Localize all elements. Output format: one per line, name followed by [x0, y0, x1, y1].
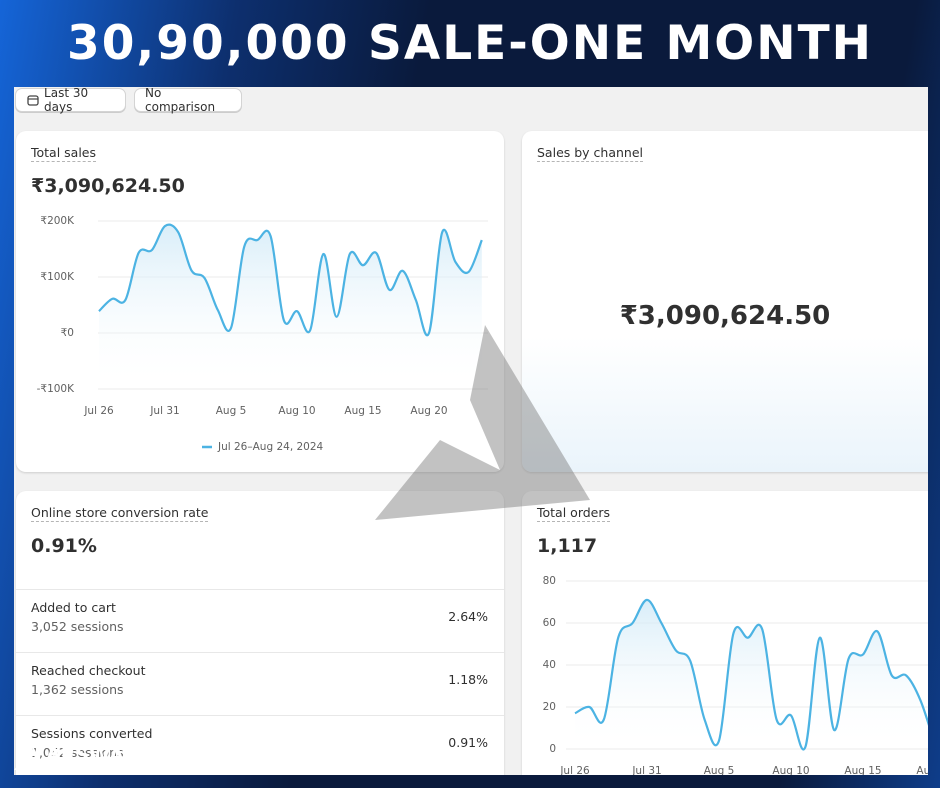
step-label: Reached checkout: [31, 663, 146, 678]
step-rate: 0.91%: [448, 735, 488, 750]
y-tick-label: ₹100K: [40, 271, 75, 283]
area: [99, 224, 482, 389]
conversion-row: Added to cart 3,052 sessions 2.64%: [16, 589, 504, 663]
channel-background: [522, 172, 928, 472]
x-tick-label: Aug 15: [344, 405, 381, 417]
step-rate: 1.18%: [448, 672, 488, 687]
x-tick-label: Jul 31: [631, 765, 661, 775]
orders-chart: 0 20 40 60 80 Jul 26 Jul 31 Aug 5 Aug 10 Aug 15 Au…: [543, 575, 928, 775]
card-value: 1,117: [537, 535, 598, 557]
filter-label: Last 30 days: [44, 87, 89, 114]
filter-label: No comparison: [145, 87, 216, 114]
card-title: Total orders: [537, 505, 611, 522]
step-label: Sessions converted: [31, 726, 153, 741]
step-rate: 2.64%: [448, 609, 488, 624]
brand-name: ARSWAT MEDIA: [46, 744, 212, 766]
x-tick-label: Aug 10: [772, 765, 809, 775]
step-sessions: 3,052 sessions: [31, 619, 124, 634]
card-value: ₹3,090,624.50: [31, 175, 185, 197]
step-sessions: 1,052 sessions: [31, 745, 124, 760]
x-tick-label: Aug 5: [704, 765, 735, 775]
x-tick-label: Jul 26: [83, 405, 114, 417]
card-title: Total sales: [31, 145, 97, 162]
date-filter[interactable]: Last 30 days: [15, 87, 126, 114]
x-tick-label: Aug 20: [916, 765, 928, 775]
conversion-card: Online store conversion rate 0.91% Added…: [16, 491, 504, 775]
dashboard: Last 30 days No comparison Total sales ₹…: [14, 87, 928, 775]
x-tick-label: Aug 10: [278, 405, 315, 417]
x-tick-label: Aug 20: [410, 405, 447, 417]
comparison-filter[interactable]: No comparison: [134, 87, 242, 114]
step-label: Added to cart: [31, 600, 116, 615]
legend-label: Jul 26–Aug 24, 2024: [217, 441, 324, 453]
y-tick-label: -₹100K: [37, 383, 76, 395]
y-tick-label: ₹200K: [40, 215, 75, 227]
calendar-icon: [27, 95, 39, 106]
x-tick-label: Jul 26: [559, 765, 590, 775]
x-tick-label: Aug 15: [844, 765, 881, 775]
x-tick-label: Jul 31: [149, 405, 179, 417]
conversion-row: Sessions converted 1,052 sessions 0.91%: [16, 715, 504, 775]
y-tick-label: 20: [543, 701, 556, 713]
sales-chart: -₹100K ₹0 ₹100K ₹200K Jul 26 Jul 31 Aug 5 Aug 1…: [37, 215, 488, 453]
card-title: Sales by channel: [537, 145, 644, 162]
card-title: Online store conversion rate: [31, 505, 209, 522]
total-sales-card: Total sales ₹3,090,624.50 -₹100K ₹0 ₹100K ₹…: [16, 131, 504, 472]
card-value: 0.91%: [31, 535, 97, 557]
x-tick-label: Aug 5: [216, 405, 247, 417]
y-tick-label: 40: [543, 659, 556, 671]
y-tick-label: ₹0: [61, 327, 74, 339]
sales-by-channel-card: Sales by channel ₹3,090,624.50: [522, 131, 928, 472]
channel-value: ₹3,090,624.50: [619, 301, 831, 331]
area: [575, 599, 928, 750]
total-orders-card: Total orders 1,117 0 20 40 60 80 Jul 26 Jul 31…: [522, 491, 928, 775]
conversion-row: Reached checkout 1,362 sessions 1.18%: [16, 652, 504, 726]
y-tick-label: 0: [549, 743, 556, 755]
y-tick-label: 60: [543, 617, 556, 629]
line: [574, 598, 928, 751]
y-tick-label: 80: [543, 575, 556, 587]
line: [98, 223, 483, 337]
banner-title: 30,90,000 SALE-ONE MONTH: [67, 16, 873, 71]
step-sessions: 1,362 sessions: [31, 682, 124, 697]
